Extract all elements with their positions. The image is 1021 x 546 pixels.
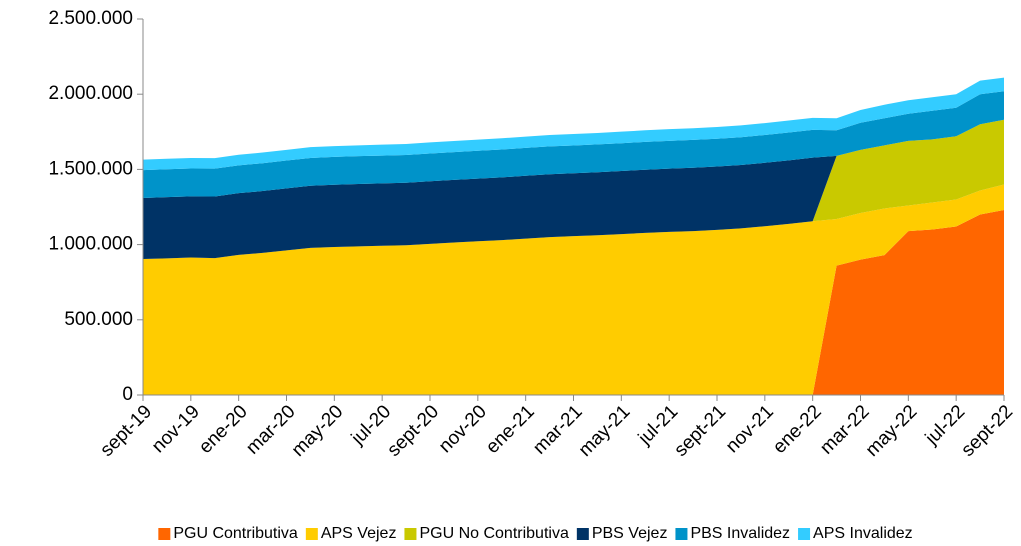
legend-label: PGU Contributiva (173, 525, 298, 542)
legend-swatch (305, 528, 318, 540)
x-tick-label: may-20 (288, 401, 348, 461)
area (143, 184, 1004, 395)
legend-swatch (675, 528, 688, 540)
x-tick-label: ene-20 (195, 401, 252, 458)
y-tick-label: 500.000 (64, 309, 133, 330)
area (143, 210, 1004, 395)
y-tick-label: 0 (122, 384, 133, 405)
legend-swatch (158, 528, 171, 540)
y-tick-label: 2.000.000 (48, 83, 133, 104)
area (143, 119, 1004, 260)
area (143, 77, 1004, 171)
x-tick-label: may-21 (575, 401, 635, 461)
legend-swatch (576, 528, 589, 540)
x-tick-label: sept-20 (383, 401, 443, 461)
y-tick-label: 1.000.000 (48, 234, 133, 255)
y-tick-label: 1.500.000 (48, 158, 133, 179)
area (143, 91, 1004, 198)
x-tick-label: nov-21 (722, 401, 778, 457)
legend: PGU Contributiva APS Vejez PGU No Contribu… (158, 525, 913, 542)
x-tick-label: ene-22 (769, 401, 826, 458)
x-tick-label: nov-20 (435, 401, 491, 457)
legend-label: APS Invalidez (813, 525, 913, 542)
x-tick-label: nov-19 (148, 401, 204, 457)
legend-label: APS Vejez (321, 525, 397, 542)
legend-label: PGU No Contributiva (419, 525, 568, 542)
legend-swatch (404, 528, 417, 540)
y-tick-label: 2.500.000 (48, 8, 133, 29)
x-tick-label: sept-21 (670, 401, 730, 461)
legend-swatch (798, 528, 811, 540)
legend-label: PBS Vejez (592, 525, 668, 542)
x-tick-label: ene-21 (482, 401, 539, 458)
legend-label: PBS Invalidez (690, 525, 790, 542)
x-tick-label: sept-22 (957, 401, 1017, 461)
x-tick-label: may-22 (862, 401, 922, 461)
x-tick-label: sept-19 (96, 401, 156, 461)
area (143, 119, 1004, 260)
